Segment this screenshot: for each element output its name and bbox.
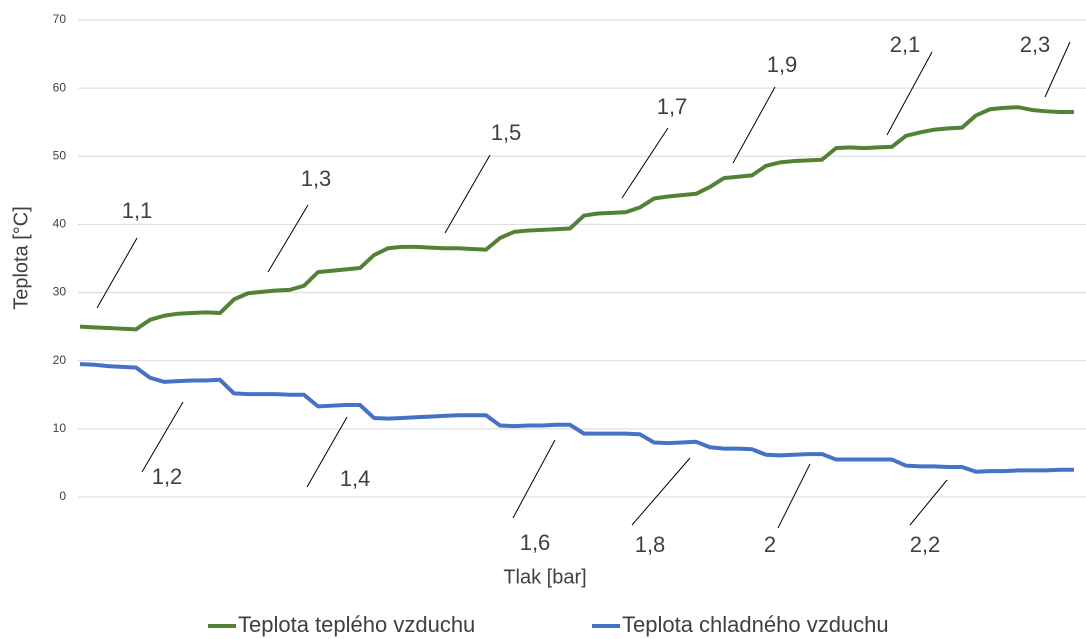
annotation: 2,3 <box>1020 32 1051 57</box>
y-tick-label: 40 <box>53 217 67 231</box>
x-axis-title: Tlak [bar] <box>503 566 586 588</box>
leader-line <box>1044 41 1071 98</box>
y-tick-label: 60 <box>53 80 67 94</box>
leader-line <box>306 416 348 488</box>
annotation: 1,8 <box>635 532 666 557</box>
legend-label: Teplota chladného vzduchu <box>622 612 889 637</box>
leader-line <box>444 154 491 234</box>
y-tick-label: 10 <box>53 421 67 435</box>
leader-line <box>732 86 776 164</box>
leader-line <box>777 463 811 529</box>
annotation: 1,5 <box>491 120 522 145</box>
data-line <box>79 362 1074 474</box>
y-tick-label: 50 <box>53 148 67 162</box>
leader-line <box>267 204 309 273</box>
leader-line <box>886 51 933 136</box>
leader-line <box>621 127 669 199</box>
leader-line <box>631 457 691 526</box>
annotation: 2,1 <box>890 32 921 57</box>
annotation: 1,9 <box>767 52 798 77</box>
y-axis-title: Teplota [°C] <box>10 206 32 310</box>
leader-line <box>909 479 948 526</box>
leader-line <box>512 439 556 519</box>
y-tick-label: 0 <box>59 489 66 503</box>
legend-label: Teplota teplého vzduchu <box>238 612 475 637</box>
annotation: 1,2 <box>152 464 183 489</box>
y-tick-label: 30 <box>53 285 67 299</box>
leader-line <box>141 401 184 473</box>
annotation: 1,4 <box>340 466 371 491</box>
annotation: 2 <box>764 532 776 557</box>
annotation: 1,7 <box>657 94 688 119</box>
leader-line <box>96 237 138 309</box>
y-tick-label: 70 <box>53 12 67 26</box>
annotation: 1,6 <box>520 530 551 555</box>
y-tick-label: 20 <box>53 353 67 367</box>
annotation: 2,2 <box>910 532 941 557</box>
data-line <box>79 105 1074 332</box>
annotation: 1,1 <box>122 198 153 223</box>
annotation: 1,3 <box>301 166 332 191</box>
